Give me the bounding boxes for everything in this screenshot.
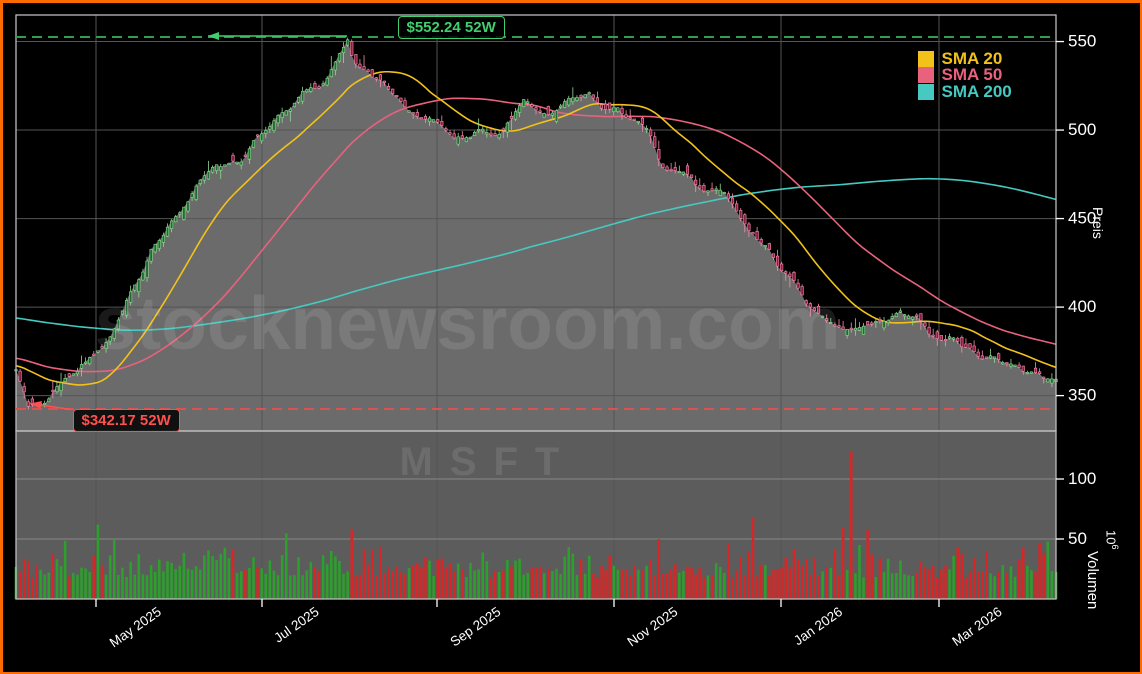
svg-text:500: 500 <box>1068 120 1096 139</box>
svg-text:400: 400 <box>1068 297 1096 316</box>
svg-text:350: 350 <box>1068 385 1096 404</box>
svg-text:50: 50 <box>1068 529 1087 548</box>
svg-text:550: 550 <box>1068 31 1096 50</box>
svg-text:100: 100 <box>1068 469 1096 488</box>
